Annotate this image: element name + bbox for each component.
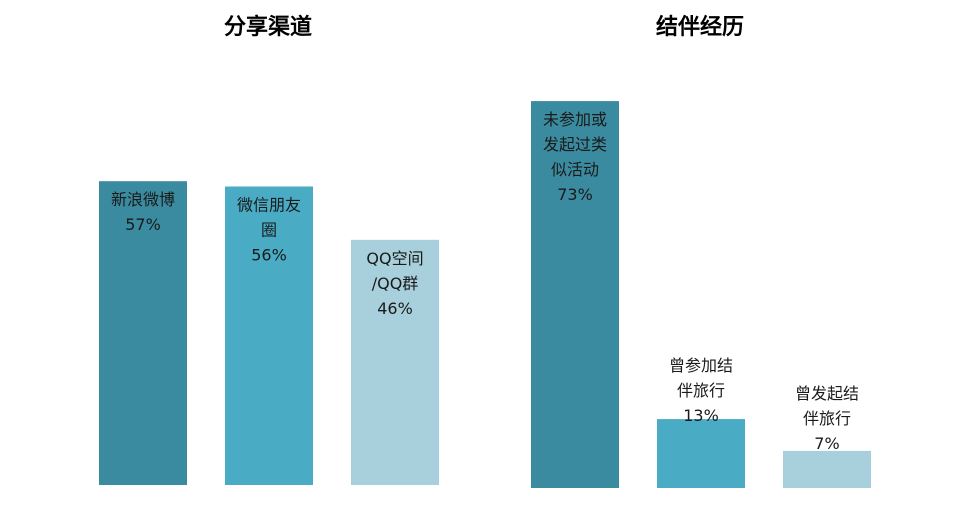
bar-label-1-0-2: 似活动 bbox=[551, 160, 599, 179]
bar-label-1-0-3: 73% bbox=[557, 185, 593, 204]
bar-0-1 bbox=[225, 186, 313, 485]
chart-title-companion-experience: 结伴经历 bbox=[656, 14, 744, 40]
bar-label-1-1-0: 曾参加结 bbox=[669, 356, 733, 375]
bar-1-0 bbox=[531, 101, 619, 488]
bar-0-2 bbox=[351, 239, 439, 485]
bar-1-1 bbox=[657, 419, 745, 488]
bar-label-0-0-0: 新浪微博 bbox=[111, 190, 175, 209]
bar-label-1-2-2: 7% bbox=[814, 434, 839, 453]
bar-label-0-1-2: 56% bbox=[251, 246, 287, 265]
bar-1-2 bbox=[783, 450, 871, 488]
bar-label-1-0-0: 未参加或 bbox=[543, 110, 607, 129]
bar-label-1-1-1: 伴旅行 bbox=[677, 381, 725, 400]
bar-label-0-2-2: 46% bbox=[377, 299, 413, 318]
bar-label-0-1-0: 微信朋友 bbox=[237, 196, 301, 215]
bar-0-0 bbox=[99, 181, 187, 485]
bar-label-0-2-1: /QQ群 bbox=[372, 274, 419, 293]
bar-label-0-1-1: 圈 bbox=[261, 221, 277, 240]
bar-label-1-0-1: 发起过类 bbox=[543, 135, 607, 154]
bar-label-1-2-1: 伴旅行 bbox=[803, 409, 851, 428]
chart-title-share-channels: 分享渠道 bbox=[224, 14, 312, 40]
bar-label-0-2-0: QQ空间 bbox=[366, 249, 423, 268]
bar-label-1-2-0: 曾发起结 bbox=[795, 384, 859, 403]
bar-label-0-0-1: 57% bbox=[125, 215, 161, 234]
bar-label-1-1-2: 13% bbox=[683, 406, 719, 425]
